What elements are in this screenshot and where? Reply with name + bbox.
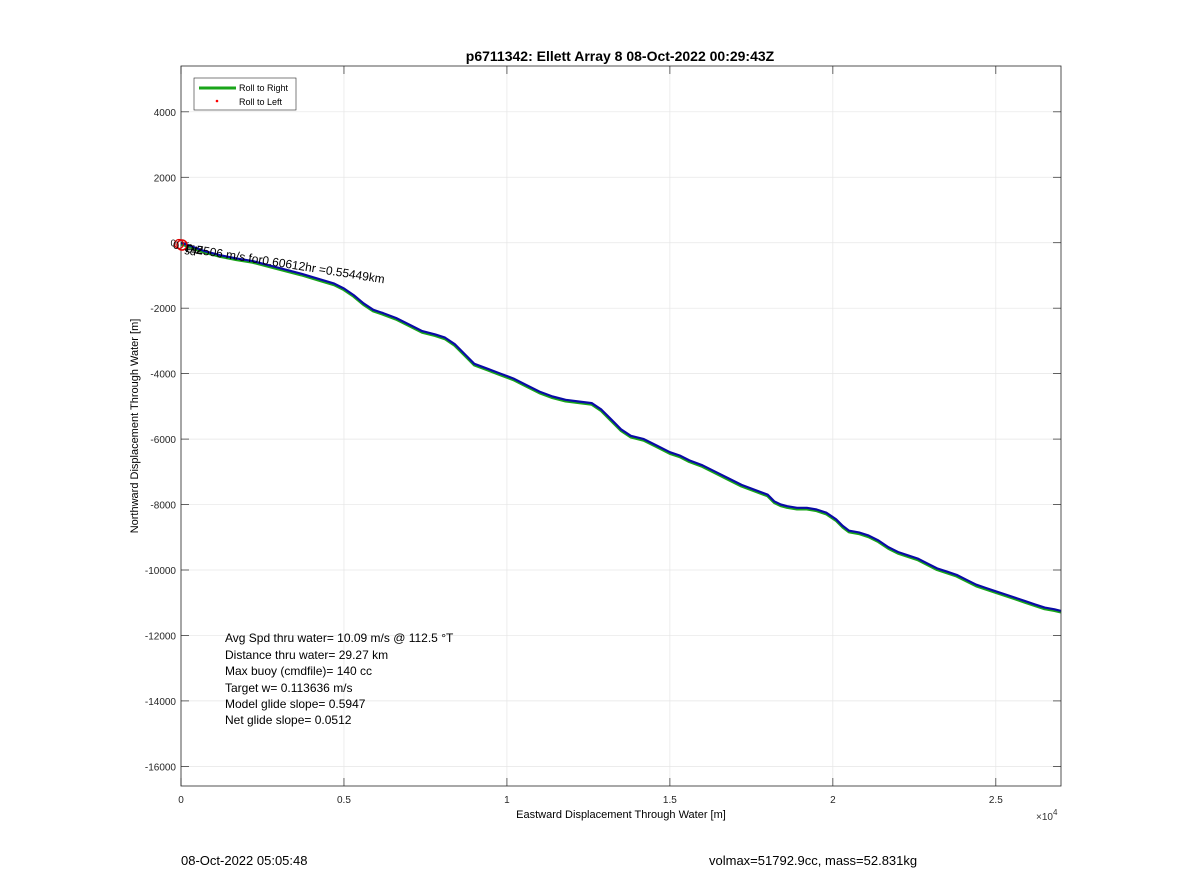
- y-tick-label: -6000: [150, 435, 176, 446]
- legend-box: [193, 77, 297, 111]
- legend: Roll to Right Roll to Left: [193, 77, 297, 111]
- stats-line: Distance thru water= 29.27 km: [225, 648, 388, 662]
- legend-label-roll-left: Roll to Left: [239, 97, 283, 107]
- legend-label-roll-right: Roll to Right: [239, 83, 289, 93]
- x-tick-label: 1.5: [663, 795, 677, 806]
- y-tick-label: 2000: [154, 173, 177, 184]
- start-label-fragment: sd: [184, 245, 197, 259]
- series-track-line: [180, 241, 1062, 612]
- tick-layer: 0 0.5 1 1.5 2 2.5 4000 2000 0 -2000 -4000 -6000 -800…: [145, 66, 1061, 806]
- y-tick-label: -8000: [150, 501, 176, 512]
- start-label-fragment: Fit: [185, 243, 199, 257]
- y-tick-label: -4000: [150, 370, 176, 381]
- y-tick-label: -16000: [145, 762, 177, 773]
- y-tick-label: -14000: [145, 697, 177, 708]
- x-exponent-label: ×104: [1036, 808, 1058, 823]
- x-tick-label: 0: [178, 795, 184, 806]
- stats-line: Avg Spd thru water= 10.09 m/s @ 112.5 °T: [225, 631, 454, 645]
- stats-line: Net glide slope= 0.0512: [225, 713, 352, 727]
- x-tick-label: 0.5: [337, 795, 351, 806]
- stats-line: Model glide slope= 0.5947: [225, 697, 366, 711]
- x-tick-label: 2: [830, 795, 836, 806]
- series-layer: [180, 241, 1062, 614]
- y-axis-label: Northward Displacement Through Water [m]: [129, 319, 141, 534]
- axes-box: [180, 65, 1062, 787]
- x-tick-label: 1: [504, 795, 510, 806]
- start-label-fragment: 0: [173, 240, 179, 252]
- grid-layer: [180, 66, 1061, 786]
- x-axis-label: Eastward Displacement Through Water [m]: [516, 809, 726, 821]
- y-tick-label: -2000: [150, 304, 176, 315]
- y-tick-label: -12000: [145, 631, 177, 642]
- plot-area: [181, 66, 1061, 786]
- stats-line: Max buoy (cmdfile)= 140 cc: [225, 664, 372, 678]
- start-label-fragment: Z: [196, 244, 205, 257]
- y-tick-label: 4000: [154, 108, 177, 119]
- x-tick-label: 2.5: [989, 795, 1003, 806]
- y-tick-label: 0: [170, 239, 176, 250]
- legend-swatch-roll-left: [215, 99, 219, 103]
- stats-block: Avg Spd thru water= 10.09 m/s @ 112.5 °T…: [225, 631, 454, 727]
- y-tick-label: -10000: [145, 566, 177, 577]
- footer-volmax-mass: volmax=51792.9cc, mass=52.831kg: [709, 853, 918, 868]
- start-marker-circle: [176, 239, 188, 251]
- footer-timestamp: 08-Oct-2022 05:05:48: [181, 853, 308, 868]
- chart-title: p6711342: Ellett Array 8 08-Oct-2022 00:…: [466, 48, 775, 64]
- stats-line: Target w= 0.113636 m/s: [225, 681, 353, 695]
